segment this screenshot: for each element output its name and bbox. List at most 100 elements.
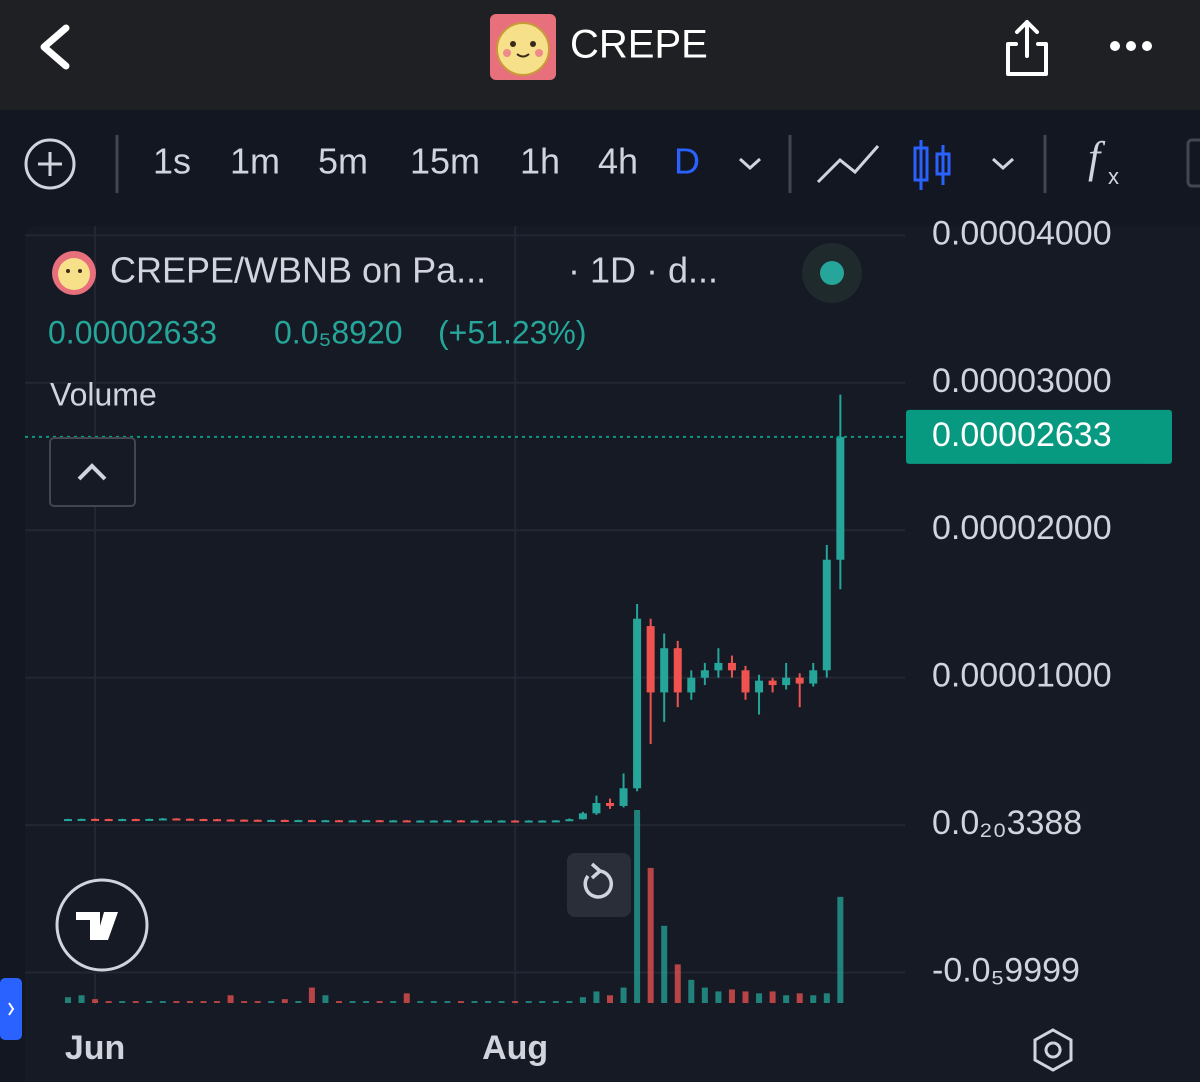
candle-body	[822, 559, 831, 671]
volume-bar	[701, 987, 708, 1003]
volume-bar	[457, 1001, 464, 1003]
side-tab-arrow	[8, 1002, 15, 1016]
volume-bar	[132, 1001, 139, 1003]
candle-body	[755, 680, 764, 693]
top-bar	[0, 0, 1200, 110]
status-dot	[820, 261, 844, 285]
candle-body	[64, 819, 72, 822]
candle-body	[470, 820, 479, 823]
interval-button[interactable]: 1m	[230, 141, 280, 182]
candle-body	[158, 818, 167, 821]
candle-body	[145, 818, 154, 821]
candle-body	[633, 618, 642, 789]
volume-bar	[566, 1001, 573, 1003]
candle-style-button[interactable]	[913, 140, 951, 190]
candle-body	[646, 626, 655, 693]
volume-label: Volume	[50, 376, 157, 412]
interval-dropdown[interactable]	[738, 157, 762, 171]
candle-body	[443, 820, 452, 823]
candle-body	[673, 648, 682, 693]
volume-bar	[525, 1001, 532, 1003]
interval-button[interactable]: 15m	[410, 141, 480, 182]
interval-button[interactable]: 1h	[520, 141, 560, 182]
candle-body	[782, 677, 791, 686]
volume-bar	[769, 991, 776, 1003]
back-button[interactable]	[40, 24, 70, 70]
volume-bar	[417, 1001, 424, 1003]
candle-body	[185, 818, 194, 821]
candle-body	[267, 819, 276, 822]
line-style-button[interactable]	[816, 145, 880, 184]
legend-change-pct: (+51.23%)	[438, 314, 587, 350]
candle-body	[91, 818, 100, 821]
interval-button[interactable]: D	[674, 141, 700, 182]
volume-bar	[281, 999, 288, 1003]
candle-body	[795, 677, 804, 684]
reset-button[interactable]	[567, 853, 631, 917]
candle-body	[335, 820, 343, 823]
volume-bar	[539, 1001, 546, 1003]
token-logo	[490, 14, 556, 80]
volume-bar	[159, 1001, 166, 1003]
symbol: CREPE/WBNB on Pa...	[110, 250, 486, 291]
candle-body	[619, 788, 628, 806]
interval-button[interactable]: 4h	[598, 141, 638, 182]
volume-bar	[403, 993, 410, 1003]
collapse-button[interactable]	[49, 437, 136, 507]
volume-bar	[715, 991, 722, 1003]
volume-bar	[471, 1001, 478, 1003]
x-tick-label: Jun	[65, 1029, 125, 1067]
y-tick-label: 0.0₂₀3388	[932, 804, 1082, 842]
volume-bar	[119, 1001, 126, 1003]
style-dropdown[interactable]	[991, 157, 1015, 171]
volume-bar	[268, 1001, 275, 1003]
y-tick-label: 0.00002000	[932, 509, 1112, 547]
share-button[interactable]	[1006, 20, 1048, 76]
volume-bar	[620, 987, 627, 1003]
volume-bar	[78, 995, 85, 1003]
candle-body	[538, 820, 547, 823]
candle-body	[809, 670, 818, 684]
volume-bar	[200, 1001, 207, 1003]
more-button[interactable]	[1110, 41, 1152, 51]
candle-body	[199, 819, 208, 822]
indicators-button-sub: x	[1108, 164, 1119, 189]
volume-bar	[336, 1001, 342, 1003]
candle-body	[213, 819, 222, 822]
candle-body	[240, 819, 249, 822]
volume-bar	[105, 1001, 112, 1003]
volume-bar	[552, 1001, 559, 1003]
volume-bar	[634, 810, 641, 1003]
side-tab[interactable]	[0, 978, 22, 1040]
add-indicator-button[interactable]	[24, 138, 76, 190]
interval-button[interactable]: 5m	[318, 141, 368, 182]
settings-button[interactable]	[1033, 1028, 1073, 1072]
volume-bar	[688, 979, 695, 1003]
candle-body	[77, 818, 86, 821]
volume-bar	[241, 1001, 248, 1003]
interval-button[interactable]: 1s	[153, 141, 191, 182]
last-price-label: 0.00002633	[932, 416, 1112, 454]
candle-body	[551, 820, 560, 823]
volume-bar	[512, 1001, 519, 1003]
volume-bar	[607, 995, 613, 1003]
volume-bar	[254, 1001, 261, 1003]
x-tick-label: Aug	[482, 1029, 548, 1067]
candle-body	[294, 820, 303, 823]
volume-bar	[810, 995, 817, 1003]
volume-bar	[444, 1001, 451, 1003]
candle-body	[836, 436, 845, 560]
candle-body	[416, 820, 425, 823]
tradingview-logo[interactable]	[55, 878, 149, 972]
volume-bar	[593, 991, 600, 1003]
legend-price: 0.00002633	[48, 314, 217, 350]
candle-body	[307, 820, 316, 823]
candle-body	[172, 818, 181, 821]
candle-body	[660, 648, 669, 693]
volume-bar	[308, 987, 315, 1003]
candle-body	[524, 820, 533, 823]
more-tools[interactable]	[1186, 138, 1200, 188]
candle-body	[727, 662, 736, 671]
candle-body	[578, 813, 587, 820]
volume-bar	[214, 1001, 221, 1003]
